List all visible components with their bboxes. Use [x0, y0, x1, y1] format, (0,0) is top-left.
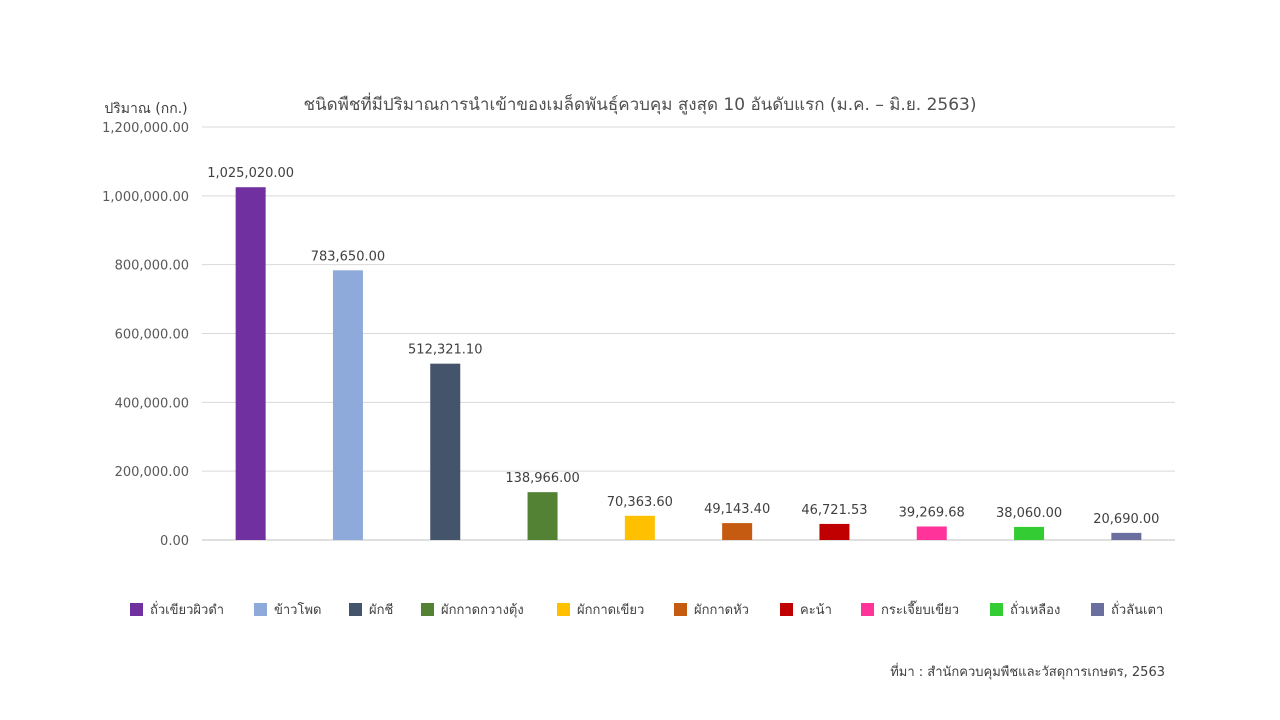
- bar: [916, 526, 947, 540]
- legend-label: ถั่วลันเตา: [1111, 601, 1163, 618]
- legend-swatch: [861, 603, 874, 616]
- legend-swatch: [254, 603, 267, 616]
- data-label: 138,966.00: [505, 471, 579, 486]
- legend-swatch: [130, 603, 143, 616]
- bar: [624, 515, 655, 540]
- bar: [235, 187, 266, 540]
- y-tick-label: 600,000.00: [115, 328, 189, 343]
- legend-swatch: [990, 603, 1003, 616]
- legend-swatch: [421, 603, 434, 616]
- legend-label: ถั่วเขียวผิวดำ: [150, 601, 224, 618]
- bar: [722, 523, 753, 540]
- bar: [819, 523, 850, 540]
- legend-label: กระเจี๊ยบเขียว: [881, 600, 959, 618]
- legend-swatch: [349, 603, 362, 616]
- source-note: ที่มา : สำนักควบคุมพืชและวัสดุการเกษตร, …: [890, 663, 1165, 680]
- bars: [235, 187, 1142, 540]
- legend-label: ข้าวโพด: [274, 602, 321, 618]
- y-tick-label: 800,000.00: [115, 259, 189, 274]
- y-tick-label: 0.00: [160, 534, 189, 549]
- chart-title: ชนิดพืชที่มีปริมาณการนำเข้าของเมล็ดพันธุ…: [304, 92, 977, 115]
- legend-swatch: [1091, 603, 1104, 616]
- y-tick-label: 400,000.00: [115, 396, 189, 411]
- legend-swatch: [674, 603, 687, 616]
- data-label: 1,025,020.00: [207, 166, 294, 181]
- y-axis-label: ปริมาณ (กก.): [104, 101, 187, 117]
- data-label: 512,321.10: [408, 343, 482, 358]
- legend-label: ผักกาดเขียว: [577, 602, 644, 618]
- data-label: 38,060.00: [996, 506, 1062, 521]
- bar: [332, 270, 363, 540]
- legend: ถั่วเขียวผิวดำ ข้าวโพด ผักชี ผักกาดกวางตุ้ง…: [130, 600, 1163, 618]
- legend-label: ถั่วเหลือง: [1010, 601, 1060, 618]
- legend-label: คะน้า: [800, 603, 832, 618]
- y-tick-label: 1,000,000.00: [102, 190, 189, 205]
- legend-label: ผักกาดหัว: [694, 603, 749, 618]
- bar: [430, 363, 461, 540]
- y-tick-label: 200,000.00: [115, 465, 189, 480]
- data-label: 46,721.53: [801, 503, 867, 518]
- data-label: 783,650.00: [311, 249, 385, 264]
- data-labels: 1,025,020.00 783,650.00 512,321.10 138,966.…: [207, 166, 1159, 527]
- y-tick-label: 1,200,000.00: [102, 121, 189, 136]
- data-label: 20,690.00: [1093, 512, 1159, 527]
- legend-swatch: [557, 603, 570, 616]
- legend-swatch: [780, 603, 793, 616]
- bar: [527, 492, 558, 540]
- legend-label: ผักชี: [369, 602, 393, 618]
- data-label: 49,143.40: [704, 502, 770, 517]
- data-label: 39,269.68: [899, 505, 965, 520]
- y-axis-ticks: 0.00 200,000.00 400,000.00 600,000.00 800,00…: [102, 121, 189, 549]
- data-label: 70,363.60: [607, 495, 673, 510]
- bar: [1111, 532, 1142, 540]
- gridlines: [202, 126, 1175, 541]
- bar: [1014, 526, 1045, 540]
- legend-label: ผักกาดกวางตุ้ง: [441, 603, 524, 618]
